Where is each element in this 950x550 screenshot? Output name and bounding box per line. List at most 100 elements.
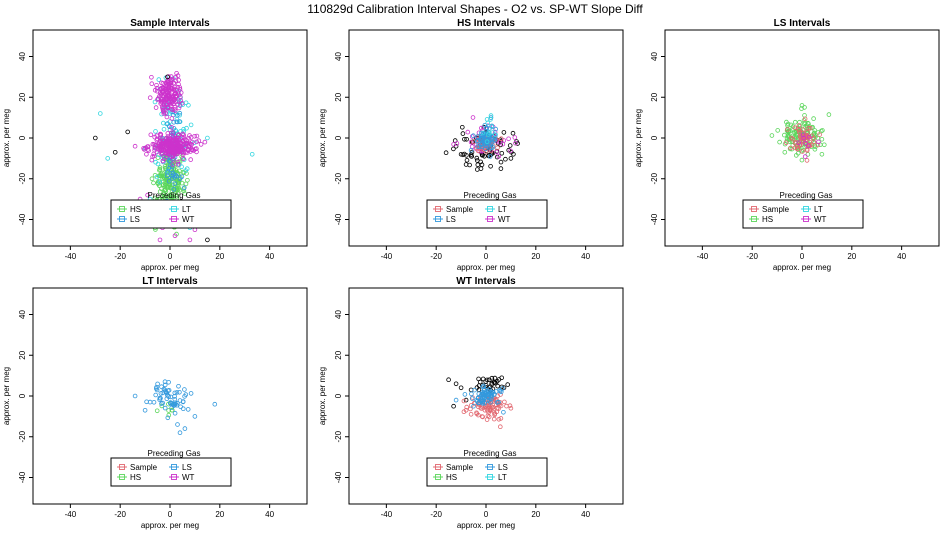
data-point-wt bbox=[198, 142, 204, 147]
data-point-hs bbox=[184, 171, 189, 176]
data-point-wt bbox=[157, 237, 163, 243]
data-point-sample bbox=[461, 398, 467, 404]
legend-marker bbox=[171, 474, 177, 480]
data-point-wt bbox=[194, 149, 199, 155]
data-point-wt bbox=[171, 140, 177, 146]
data-point-hs bbox=[159, 403, 165, 409]
data-point-other bbox=[482, 154, 487, 159]
data-point-wt bbox=[173, 136, 178, 142]
x-tick-label: 20 bbox=[847, 252, 856, 261]
data-point-wt bbox=[132, 143, 138, 149]
data-point-ls bbox=[489, 140, 495, 145]
data-point-ls bbox=[166, 380, 171, 385]
data-point-hs bbox=[826, 112, 832, 117]
data-point-ls bbox=[174, 173, 179, 179]
legend-marker bbox=[435, 206, 441, 212]
data-point-wt bbox=[179, 135, 185, 140]
data-point-wt bbox=[194, 146, 199, 151]
data-point-ls bbox=[480, 134, 486, 139]
data-point-other bbox=[458, 152, 464, 157]
data-point-ls bbox=[471, 133, 476, 138]
data-point-wt bbox=[165, 131, 171, 136]
data-point-ls bbox=[164, 396, 170, 401]
data-point-sample bbox=[463, 408, 469, 413]
legend: Preceding Gas Sample LT LS WT bbox=[426, 191, 548, 229]
data-point-sample bbox=[809, 133, 815, 139]
data-point-hs bbox=[159, 194, 165, 200]
x-tick-label: -40 bbox=[65, 510, 77, 519]
y-tick-label: -40 bbox=[650, 213, 659, 225]
legend: Preceding Gas HS LT LS WT bbox=[110, 191, 232, 229]
data-point-wt bbox=[158, 132, 164, 137]
data-point-other bbox=[451, 146, 456, 152]
data-point-ls bbox=[182, 185, 187, 191]
panel-ls-intervals: LS Intervals -40 -20 0 20 40 -40 -20 0 20 40 approx… bbox=[634, 18, 940, 272]
x-tick-label: -40 bbox=[65, 252, 77, 261]
y-tick-label: -20 bbox=[18, 430, 27, 442]
data-point-ls bbox=[168, 401, 173, 406]
data-point-other bbox=[93, 135, 98, 141]
data-point-ls bbox=[482, 401, 487, 406]
data-point-wt bbox=[152, 145, 158, 151]
y-tick-label: 0 bbox=[650, 135, 659, 140]
data-point-black bbox=[489, 380, 495, 386]
data-point-hs bbox=[804, 143, 809, 149]
legend-marker bbox=[803, 216, 809, 222]
data-point-ls bbox=[477, 144, 482, 150]
legend-box bbox=[110, 199, 232, 229]
data-point-other bbox=[499, 151, 505, 156]
data-point-ls bbox=[175, 400, 180, 406]
data-point-ls bbox=[488, 399, 493, 405]
x-tick-label: 20 bbox=[215, 252, 224, 261]
x-tick-label: -20 bbox=[114, 252, 126, 261]
data-point-wt bbox=[172, 107, 177, 112]
data-point-ls bbox=[462, 392, 468, 397]
data-point-hs bbox=[181, 188, 187, 194]
data-point-wt bbox=[178, 94, 183, 100]
data-point-lt bbox=[156, 77, 162, 82]
data-point-lt bbox=[188, 122, 194, 128]
x-tick-label: -20 bbox=[746, 252, 758, 261]
data-point-wt bbox=[506, 136, 511, 142]
legend: Preceding Gas Sample LS HS LT bbox=[426, 449, 548, 487]
data-point-lt bbox=[184, 166, 190, 172]
data-point-wt bbox=[177, 141, 183, 146]
data-point-sample bbox=[499, 136, 504, 141]
data-point-hs bbox=[795, 151, 801, 156]
y-tick-label: 20 bbox=[650, 92, 659, 101]
data-point-other bbox=[443, 150, 449, 156]
y-tick-label: -40 bbox=[18, 213, 27, 225]
legend-label: Sample bbox=[446, 463, 474, 472]
y-tick-label: 40 bbox=[334, 51, 343, 60]
data-point-black bbox=[477, 379, 483, 385]
legend-label: HS bbox=[446, 473, 457, 482]
data-point-sample bbox=[804, 148, 810, 153]
x-tick-label: 20 bbox=[531, 252, 540, 261]
data-point-other bbox=[469, 154, 475, 159]
data-point-sample bbox=[487, 408, 493, 414]
legend: Preceding Gas Sample LT HS WT bbox=[742, 191, 864, 229]
x-tick-label: -40 bbox=[381, 252, 393, 261]
data-point-ls bbox=[487, 387, 492, 392]
data-point-sample bbox=[811, 139, 817, 145]
data-point-wt bbox=[157, 144, 163, 150]
data-point-wt bbox=[469, 134, 475, 139]
data-point-ls bbox=[182, 426, 188, 431]
page-title: 110829d Calibration Interval Shapes - O2… bbox=[307, 2, 643, 16]
data-point-wt bbox=[148, 132, 154, 138]
legend-marker bbox=[803, 206, 809, 212]
legend-label: HS bbox=[130, 473, 141, 482]
data-point-sample bbox=[468, 406, 473, 412]
data-point-wt bbox=[807, 134, 812, 140]
data-point-ls bbox=[160, 400, 166, 406]
data-point-other bbox=[507, 143, 513, 148]
x-axis-label: approx. per meg bbox=[457, 521, 515, 530]
data-point-ls bbox=[171, 126, 177, 131]
legend-label: LS bbox=[182, 463, 192, 472]
data-point-sample bbox=[491, 410, 497, 415]
legend-marker bbox=[487, 464, 493, 470]
data-point-sample bbox=[502, 399, 507, 405]
data-point-sample bbox=[817, 132, 822, 137]
data-point-ls bbox=[174, 119, 180, 125]
data-point-other bbox=[460, 131, 466, 136]
